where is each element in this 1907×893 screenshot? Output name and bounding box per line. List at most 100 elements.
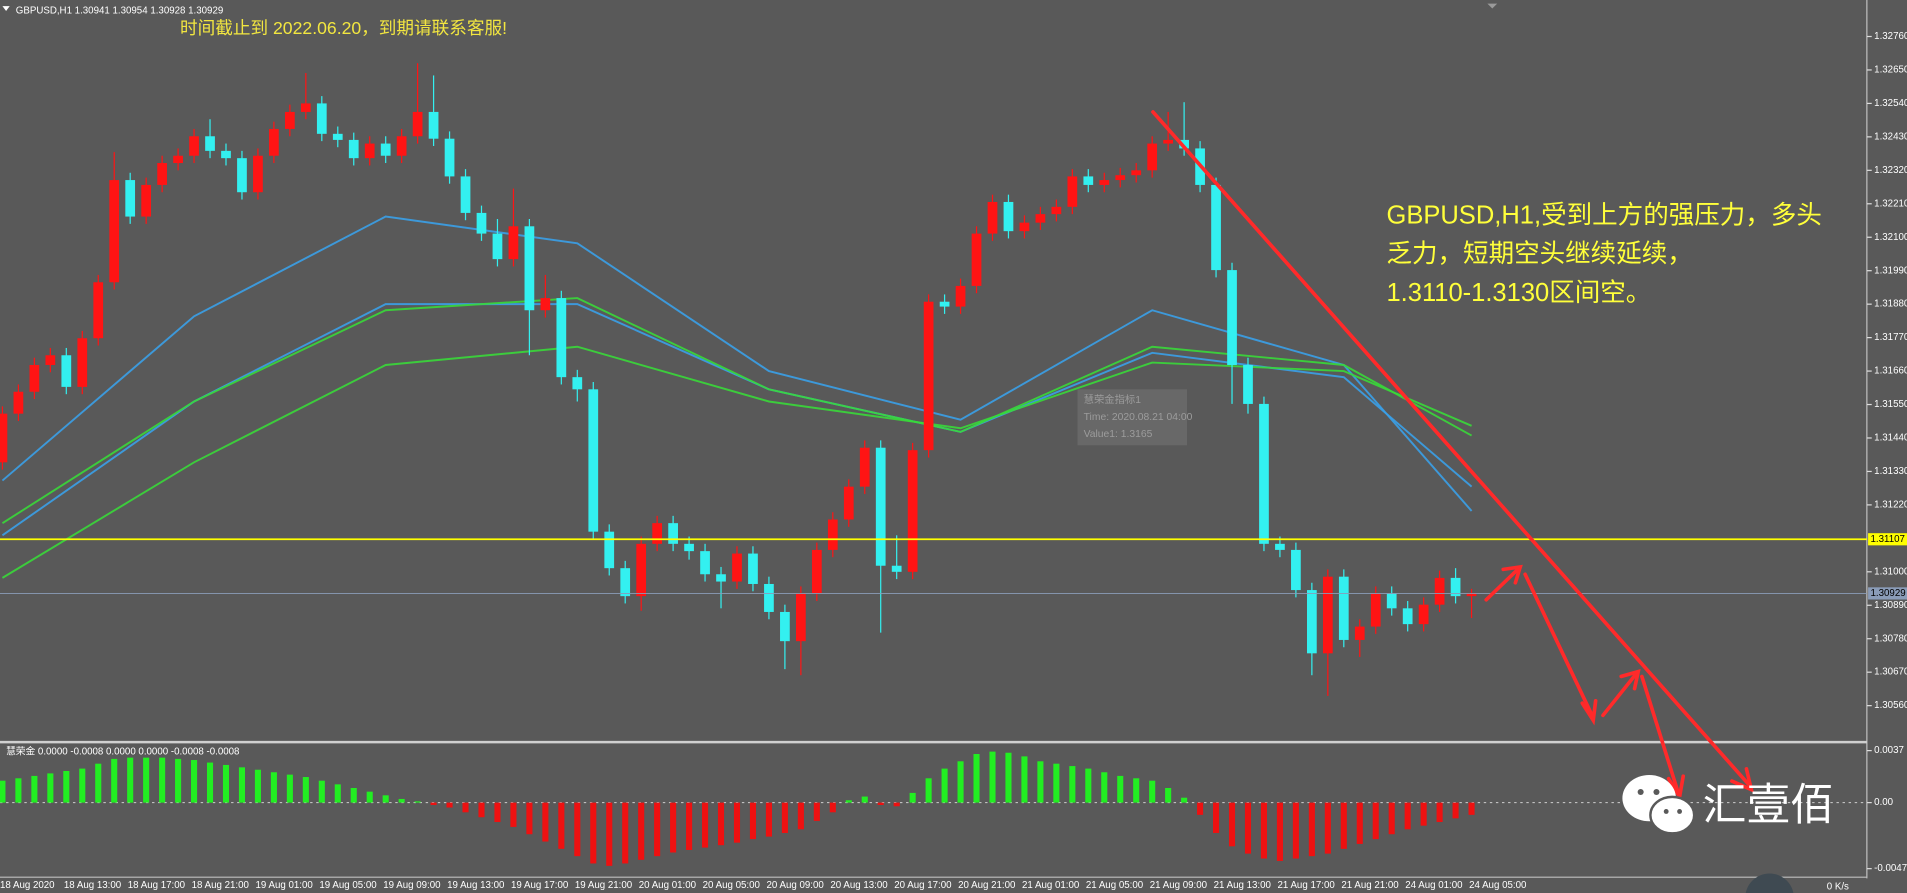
price-label-box	[1868, 587, 1907, 600]
arrow-head	[1501, 564, 1523, 585]
histogram-bar	[1197, 802, 1204, 815]
candle-body	[971, 233, 982, 286]
x-tick-label: 19 Aug 01:00	[255, 880, 313, 891]
histogram-bar	[318, 780, 325, 803]
arrow-head	[1580, 698, 1598, 726]
x-tick-label: 19 Aug 17:00	[511, 880, 569, 891]
arrow-line	[1484, 566, 1521, 602]
histogram-bar	[79, 768, 86, 803]
candle-body	[1243, 364, 1253, 404]
histogram-bar	[733, 802, 741, 843]
candle-body	[1466, 593, 1477, 597]
histogram-bar	[1117, 775, 1124, 803]
histogram-bar	[127, 757, 134, 803]
x-tick-label: 21 Aug 05:00	[1086, 880, 1144, 891]
y-tick-label: 1.32210	[1874, 198, 1907, 209]
icon-eye	[1677, 809, 1683, 814]
candle-body	[796, 593, 806, 642]
histogram-bar	[1085, 768, 1092, 803]
candle-body	[348, 139, 359, 159]
price-label-box	[1868, 533, 1907, 546]
status: 0 K/s	[1827, 881, 1849, 892]
histogram-bar	[222, 764, 230, 803]
candle-body	[109, 180, 120, 283]
candle-body	[1259, 403, 1269, 544]
histogram-bar	[1404, 802, 1411, 830]
candle-body	[1322, 576, 1333, 654]
candle-body	[0, 413, 8, 463]
candle-body	[1402, 608, 1413, 625]
histogram-bar	[845, 800, 852, 803]
histogram-bar	[494, 802, 501, 823]
arrow-line	[1640, 674, 1681, 796]
candle-body	[364, 143, 375, 159]
histogram-bar	[717, 802, 725, 846]
x-tick-label: 20 Aug 13:00	[830, 880, 888, 891]
histogram-bar	[462, 802, 469, 813]
candle-body	[173, 155, 183, 164]
candle-body	[1115, 175, 1126, 181]
candle-body	[1418, 604, 1429, 625]
candle-body	[492, 233, 503, 260]
histogram-bar	[829, 802, 836, 813]
y-tick-label: 1.31330	[1874, 466, 1907, 477]
candle-body	[652, 523, 663, 544]
candle-body	[61, 355, 72, 387]
y-tick-label: 1.31000	[1874, 566, 1907, 577]
histogram-bar	[989, 751, 996, 803]
histogram-bar	[1005, 752, 1012, 803]
candle-body	[604, 531, 615, 569]
y-tick-label: 1.31440	[1874, 433, 1907, 444]
notice: 时间截止到 2022.06.20，到期请联系客服!	[180, 18, 507, 38]
candle-body	[1003, 201, 1014, 232]
candle-body	[1179, 139, 1189, 149]
x-tick-label: 19 Aug 09:00	[383, 880, 441, 891]
histogram-bar	[175, 758, 182, 803]
watermark: 汇壹佰	[1703, 780, 1834, 829]
x-tick-label: 21 Aug 01:00	[1022, 880, 1080, 891]
candle-body	[1083, 176, 1094, 185]
y-tick-label: 1.31550	[1874, 399, 1907, 410]
candle-body	[955, 285, 966, 307]
y-tick-label: 1.30890	[1874, 600, 1907, 611]
histogram-bar	[622, 802, 629, 864]
candle-body	[827, 519, 838, 550]
candle-body	[1163, 139, 1174, 144]
histogram-bar	[254, 769, 261, 803]
candle-body	[1370, 593, 1381, 627]
candle-body	[700, 551, 710, 575]
histogram-bar	[1388, 802, 1395, 835]
histogram-bar	[1324, 802, 1331, 854]
histogram-bar	[638, 802, 645, 860]
trend-arrows	[1151, 110, 1754, 803]
histogram-bar	[1053, 763, 1060, 803]
scroll-marker	[1487, 3, 1498, 9]
histogram-bar	[95, 763, 102, 803]
histogram-bar	[957, 761, 964, 803]
histogram-bar	[510, 802, 517, 827]
candle-body	[29, 364, 40, 392]
arrow-head	[1730, 767, 1754, 793]
histogram-bar	[382, 795, 389, 803]
candle-body	[780, 611, 790, 642]
x-tick-label: 20 Aug 05:00	[703, 880, 761, 891]
candle-body	[859, 447, 870, 487]
histogram-bar	[861, 796, 868, 803]
y-tick-label: 1.31770	[1874, 332, 1907, 343]
arrow-line	[1601, 670, 1639, 718]
candle-body	[396, 136, 407, 156]
candle-body	[1051, 206, 1062, 215]
histogram-bar	[765, 802, 772, 837]
histogram-bar	[686, 802, 693, 850]
candle-body	[540, 298, 551, 311]
histogram-bar	[0, 780, 6, 803]
histogram-bar	[797, 802, 804, 830]
candle-body	[508, 226, 519, 260]
candle-body	[636, 543, 647, 597]
icon-bubble	[1649, 795, 1696, 835]
histogram-bar	[430, 802, 437, 805]
candle-body	[1307, 590, 1317, 654]
